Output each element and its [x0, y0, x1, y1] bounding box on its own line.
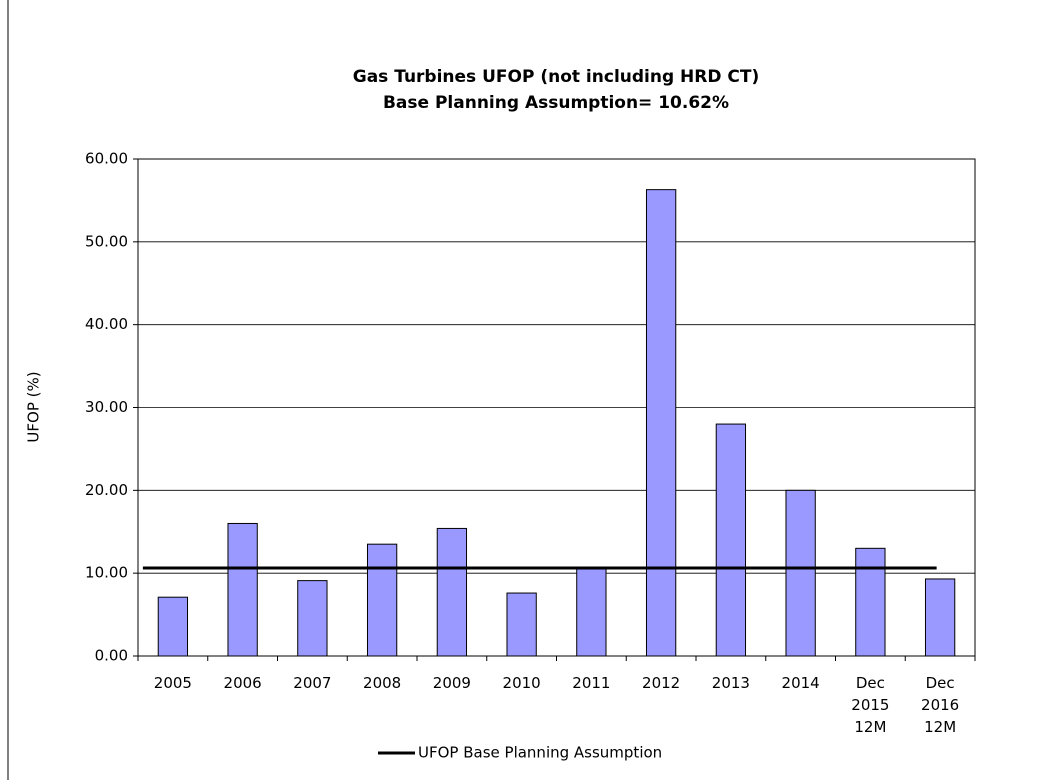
bar: [227, 522, 258, 657]
x-tick-label: 2007: [293, 674, 331, 692]
legend-label: UFOP Base Planning Assumption: [418, 744, 662, 762]
bar: [366, 543, 398, 657]
y-tick-label: 20.00: [85, 481, 128, 499]
bar: [436, 527, 468, 657]
x-tick-label-line: 2014: [782, 674, 820, 692]
x-tick-label-line: 2012: [642, 674, 680, 692]
x-tick-label: 2012: [642, 674, 680, 692]
x-tick-label-line: 2010: [503, 674, 541, 692]
x-tick-label-line: 2007: [293, 674, 331, 692]
x-tick-label: 2010: [503, 674, 541, 692]
x-tick-label-line: 2008: [363, 674, 401, 692]
x-tick-label-line: 2015: [851, 696, 889, 714]
x-tick-label: Dec 2015 12M: [851, 674, 889, 736]
y-tick-label: 40.00: [85, 315, 128, 333]
y-axis-label: UFOP (%): [25, 371, 43, 442]
y-tick-label: 60.00: [85, 150, 128, 168]
chart-title: Gas Turbines UFOP (not including HRD CT): [353, 67, 760, 87]
bar: [297, 580, 328, 657]
x-tick-label-line: 2006: [224, 674, 262, 692]
x-tick-label: 2006: [224, 674, 262, 692]
x-tick-label-line: 2009: [433, 674, 471, 692]
bar: [645, 189, 677, 657]
bar: [924, 578, 956, 657]
x-tick-label: 2014: [782, 674, 820, 692]
x-tick-label-line: 12M: [854, 718, 886, 736]
x-tick-label-line: 12M: [924, 718, 956, 736]
x-tick-label-line: 2011: [572, 674, 610, 692]
x-tick-label-line: Dec: [926, 674, 955, 692]
chart-subtitle: Base Planning Assumption= 10.62%: [383, 93, 729, 113]
x-tick-label-line: 2005: [154, 674, 192, 692]
x-tick-label-line: 2016: [921, 696, 959, 714]
y-tick-label: 0.00: [95, 647, 128, 665]
x-tick-label: 2005: [154, 674, 192, 692]
x-tick-label: 2008: [363, 674, 401, 692]
bar: [785, 489, 816, 657]
bar: [576, 568, 607, 657]
bar: [506, 592, 537, 657]
bar: [715, 423, 747, 657]
x-tick-label-line: 2013: [712, 674, 750, 692]
x-tick-label: 2011: [572, 674, 610, 692]
x-tick-label: Dec 2016 12M: [921, 674, 959, 736]
x-tick-label-line: Dec: [856, 674, 885, 692]
y-tick-label: 50.00: [85, 232, 128, 250]
bar: [855, 547, 886, 657]
bar: [157, 596, 189, 657]
x-tick-label: 2013: [712, 674, 750, 692]
y-tick-label: 10.00: [85, 564, 128, 582]
y-tick-label: 30.00: [85, 398, 128, 416]
x-tick-label: 2009: [433, 674, 471, 692]
